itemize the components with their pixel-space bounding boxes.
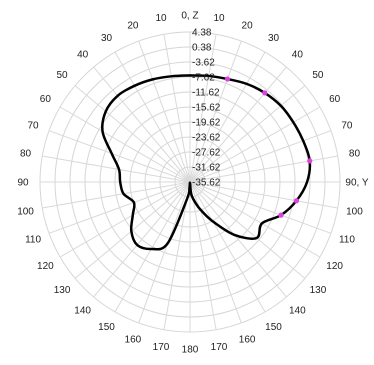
grid-spoke-20 (138, 181, 191, 324)
angle-label-13: 130 (310, 285, 327, 296)
grid-spoke-22 (93, 181, 191, 298)
grid-spoke-2 (189, 40, 242, 183)
grid-spoke-6 (189, 106, 321, 183)
angle-label-0: 0, Z (181, 11, 198, 22)
grid-spoke-1 (189, 34, 217, 183)
radius-label-6: -19.62 (192, 118, 221, 129)
marker-point-1 (262, 90, 268, 96)
angle-label-4: 40 (292, 50, 304, 61)
angular-grid (40, 32, 340, 332)
grid-spoke-30 (59, 106, 191, 183)
radius-label-10: -35.62 (192, 178, 221, 189)
grid-spoke-17 (189, 181, 217, 330)
grid-spoke-8 (189, 155, 338, 183)
angle-label-5: 50 (312, 70, 324, 81)
angle-label-14: 140 (289, 305, 306, 316)
grid-spoke-4 (189, 66, 287, 183)
angle-label-16: 160 (239, 334, 256, 345)
grid-spoke-33 (114, 51, 191, 183)
grid-spoke-3 (189, 51, 266, 183)
angle-label-28: 80 (20, 149, 32, 160)
angle-label-25: 110 (25, 235, 41, 246)
angle-label-3: 30 (268, 33, 280, 44)
grid-spoke-19 (163, 181, 191, 330)
angle-label-32: 40 (77, 50, 89, 61)
grid-spoke-29 (48, 130, 191, 183)
series-layer (101, 74, 312, 251)
marker-point-2 (307, 158, 313, 164)
grid-spoke-10 (189, 181, 338, 209)
angle-label-31: 50 (57, 70, 69, 81)
angle-label-21: 150 (98, 322, 115, 333)
grid-spoke-11 (189, 181, 332, 234)
angle-label-2: 20 (242, 21, 254, 32)
pattern-series-0 (101, 74, 312, 251)
grid-spoke-28 (42, 155, 191, 183)
angle-label-10: 100 (346, 207, 363, 218)
grid-spoke-21 (114, 181, 191, 313)
marker-layer (224, 76, 313, 218)
angle-label-7: 70 (341, 120, 353, 131)
marker-point-3 (293, 198, 300, 204)
radius-label-5: -15.62 (192, 103, 221, 114)
grid-spoke-24 (59, 181, 191, 258)
radius-label-0: 4.38 (192, 28, 212, 39)
grid-spoke-12 (189, 181, 321, 258)
angle-label-15: 150 (265, 322, 282, 333)
angle-label-8: 80 (349, 149, 361, 160)
grid-spoke-25 (48, 181, 191, 234)
angle-label-18: 180 (182, 345, 199, 356)
grid-spoke-26 (42, 181, 191, 209)
angle-label-9: 90, Y (345, 178, 368, 189)
angle-label-11: 110 (339, 235, 355, 246)
radius-label-7: -23.62 (192, 133, 221, 144)
radius-tick-labels: 4.38 0.38 -3.62 -7.62 -11.62 -15.62 -19.62 -23.… (192, 28, 221, 189)
angle-label-35: 10 (155, 13, 167, 24)
grid-spoke-32 (93, 66, 191, 183)
angle-label-26: 100 (17, 207, 34, 218)
radius-label-4: -11.62 (192, 88, 220, 99)
angle-label-30: 60 (40, 94, 52, 105)
angle-label-34: 20 (127, 21, 139, 32)
angle-label-17: 170 (211, 342, 228, 353)
grid-spoke-7 (189, 130, 332, 183)
angle-label-33: 30 (101, 33, 113, 44)
radius-label-1: 0.38 (192, 43, 212, 54)
angle-label-24: 120 (37, 261, 54, 272)
radius-label-3: -7.62 (192, 73, 215, 84)
radius-label-8: -27.62 (192, 148, 221, 159)
marker-point-4 (278, 212, 284, 218)
angle-label-19: 170 (153, 342, 170, 353)
radius-label-9: -31.62 (192, 163, 221, 174)
angle-label-29: 70 (28, 120, 40, 131)
angle-label-20: 160 (125, 334, 142, 345)
grid-spoke-13 (189, 181, 306, 279)
grid-spoke-35 (163, 34, 191, 183)
grid-spoke-23 (74, 181, 191, 279)
grid-spoke-14 (189, 181, 287, 298)
angle-label-6: 60 (329, 94, 341, 105)
marker-point-0 (224, 76, 231, 82)
angle-label-22: 140 (74, 305, 91, 316)
angle-label-12: 120 (326, 261, 343, 272)
angle-label-1: 10 (213, 13, 225, 24)
grid-spoke-34 (138, 40, 191, 183)
radius-label-2: -3.62 (192, 58, 215, 69)
grid-spoke-5 (189, 85, 306, 183)
angle-label-23: 130 (54, 285, 71, 296)
grid-spoke-31 (74, 85, 191, 183)
angle-label-27: 90 (17, 178, 29, 189)
grid-spoke-15 (189, 181, 266, 313)
